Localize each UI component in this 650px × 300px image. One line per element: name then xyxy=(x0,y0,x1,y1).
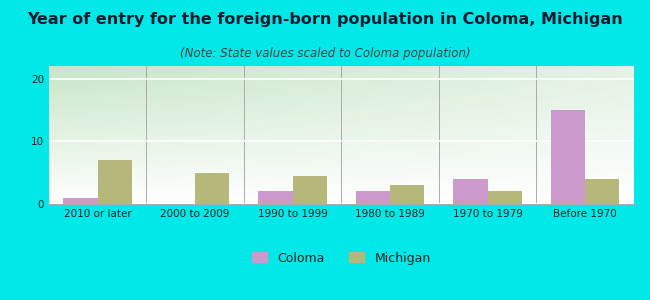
Bar xyxy=(390,185,424,204)
Text: Year of entry for the foreign-born population in Coloma, Michigan: Year of entry for the foreign-born popul… xyxy=(27,12,623,27)
Bar xyxy=(259,191,292,204)
Bar xyxy=(292,176,326,204)
Text: (Note: State values scaled to Coloma population): (Note: State values scaled to Coloma pop… xyxy=(179,46,471,59)
Bar xyxy=(454,179,488,204)
Bar xyxy=(195,172,229,204)
Bar xyxy=(98,160,131,204)
Legend: Coloma, Michigan: Coloma, Michigan xyxy=(247,247,436,269)
Bar xyxy=(585,179,619,204)
Bar xyxy=(551,110,585,204)
Bar xyxy=(356,191,390,204)
Bar xyxy=(488,191,521,204)
Bar xyxy=(64,198,98,204)
